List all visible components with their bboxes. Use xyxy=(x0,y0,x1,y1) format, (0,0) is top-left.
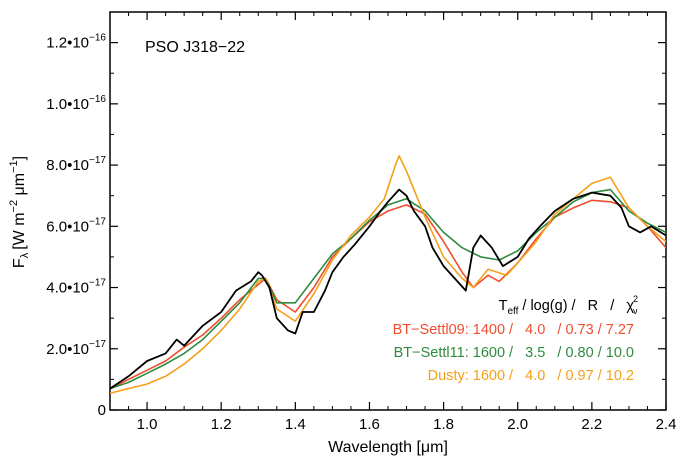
legend-row-bt-settl09: BT−Settl09: 1400 / 4.0 / 0.73 / 7.27 xyxy=(393,322,634,338)
y-tick-label: 1.0•10−16 xyxy=(46,94,106,113)
legend-header-chi: χ xyxy=(626,298,634,314)
x-tick-label: 1.8 xyxy=(433,416,454,433)
legend: Teff / log(g) / R / χ2 ν BT−Settl09: 1400… xyxy=(393,294,638,384)
legend-header-rest: / log(g) / R / xyxy=(518,298,626,314)
chart-title: PSO J318−22 xyxy=(145,39,245,56)
x-tick-label: 1.6 xyxy=(359,416,380,433)
y-axis-title-units: [W m xyxy=(11,212,28,249)
legend-header-teff: T xyxy=(499,298,508,314)
x-tick-label: 2.4 xyxy=(656,416,677,433)
series-line-bt-settl09 xyxy=(110,199,666,390)
legend-row-bt-settl11: BT−Settl11: 1600 / 3.5 / 0.80 / 10.0 xyxy=(394,345,634,361)
legend-row-dusty: Dusty: 1600 / 4.0 / 0.97 / 10.2 xyxy=(428,368,634,384)
y-tick-label: 1.2•10−16 xyxy=(46,33,106,52)
legend-header: Teff / log(g) / R / χ2 ν xyxy=(499,294,638,317)
legend-header-chi-sub: ν xyxy=(633,306,638,316)
y-tick-label: 2.0•10−17 xyxy=(46,339,106,358)
series-line-pso-j318-22 xyxy=(110,188,666,390)
x-axis-title: Wavelength [μm] xyxy=(328,439,448,456)
series-line-dusty xyxy=(110,155,666,394)
x-tick-label: 2.2 xyxy=(581,416,602,433)
x-axis-ticks: 1.0 1.2 1.4 1.6 1.8 2.0 2.2 2.4 xyxy=(109,12,677,433)
legend-header-teff-sub: eff xyxy=(507,306,518,317)
y-tick-label: 4.0•10−17 xyxy=(46,278,106,297)
y-tick-label: 0 xyxy=(98,402,106,419)
y-tick-label: 8.0•10−17 xyxy=(46,155,106,174)
y-axis-title: Fλ [W m−2 μm−1] xyxy=(8,156,31,268)
y-axis-title-close: ] xyxy=(11,156,28,160)
legend-header-chi-sup: 2 xyxy=(633,294,638,304)
y-axis-title-mid: μm xyxy=(11,173,28,200)
x-tick-label: 2.0 xyxy=(507,416,528,433)
y-axis-ticks: 0 2.0•10−17 4.0•10−17 6.0•10−17 8.0•10−17 1.0… xyxy=(46,33,666,419)
x-tick-label: 1.2 xyxy=(211,416,232,433)
y-tick-label: 6.0•10−17 xyxy=(46,216,106,235)
y-axis-title-sub: λ xyxy=(19,252,31,258)
y-axis-title-main: F xyxy=(11,258,28,268)
series-group xyxy=(110,155,666,394)
y-axis-title-exp1: −2 xyxy=(8,200,20,213)
y-axis-title-exp2: −1 xyxy=(8,160,20,173)
x-tick-label: 1.0 xyxy=(137,416,158,433)
x-tick-label: 1.4 xyxy=(285,416,306,433)
